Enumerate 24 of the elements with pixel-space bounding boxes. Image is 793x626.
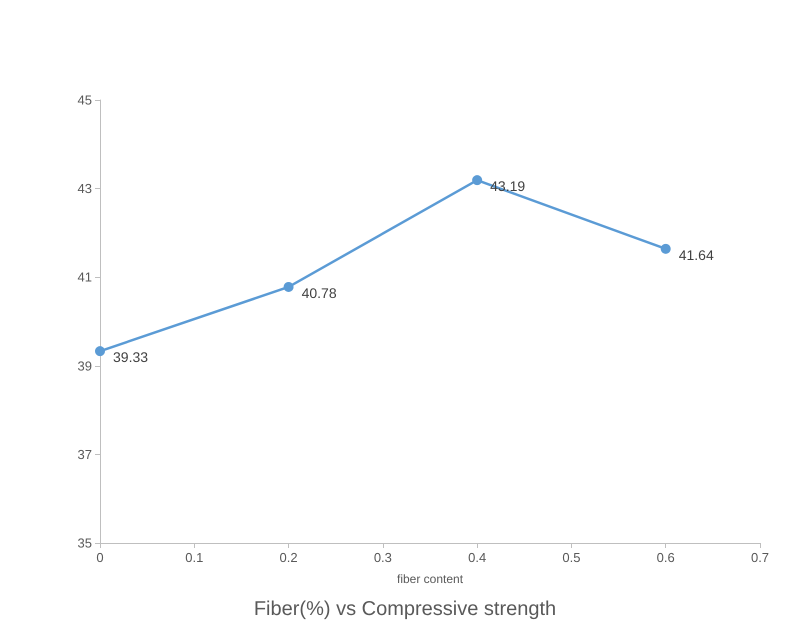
x-tick-label: 0.1 [185,550,204,565]
y-tick-label: 43 [78,181,92,196]
y-tick-label: 37 [78,446,92,462]
point [660,244,671,254]
point [284,282,294,292]
text: Fiber(%) vs Compressive strength [254,598,556,620]
data-label: 43.19 [490,178,526,194]
x-tick-label: 0 [96,550,104,565]
x-tick-label: 0.3 [374,550,392,565]
y-tick-label: 39 [78,358,92,374]
x-tick-label: 0.5 [562,550,580,565]
data-label: 41.64 [678,246,714,263]
x-tick-label: 0.6 [656,550,675,565]
point [472,175,482,186]
data-label: 39.33 [113,349,148,366]
x-tick-label: 0.7 [750,550,770,565]
data-label: 40.78 [302,284,337,301]
x-tick-label: 0.2 [280,550,298,565]
y-tick-label: 35 [78,536,92,550]
y-tick-label: 41 [78,270,92,285]
y-tick-label: 45 [78,92,92,108]
point [95,346,105,356]
x-axis-title: fiber content [396,572,464,586]
x-tick-label: 0.4 [468,550,486,565]
